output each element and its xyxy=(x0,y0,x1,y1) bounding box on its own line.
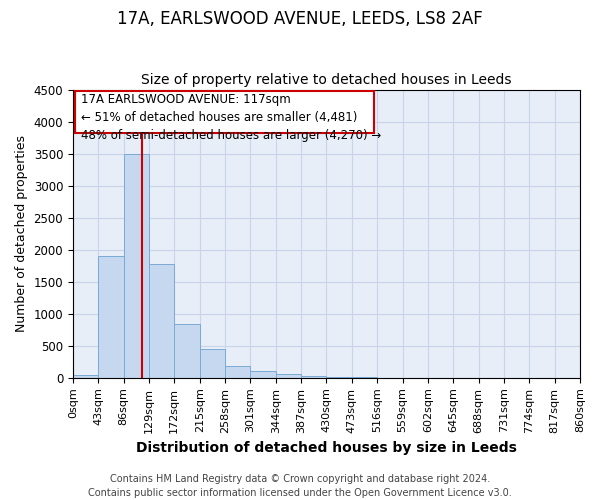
Bar xyxy=(124,154,149,378)
Text: 17A, EARLSWOOD AVENUE, LEEDS, LS8 2AF: 17A, EARLSWOOD AVENUE, LEEDS, LS8 2AF xyxy=(117,10,483,28)
Y-axis label: Number of detached properties: Number of detached properties xyxy=(15,135,28,332)
Bar xyxy=(175,324,200,378)
Bar xyxy=(200,349,225,378)
Title: Size of property relative to detached houses in Leeds: Size of property relative to detached ho… xyxy=(141,73,512,87)
Bar xyxy=(73,374,98,378)
Bar xyxy=(326,377,352,378)
Bar xyxy=(225,366,250,378)
X-axis label: Distribution of detached houses by size in Leeds: Distribution of detached houses by size … xyxy=(136,441,517,455)
Text: Contains HM Land Registry data © Crown copyright and database right 2024.
Contai: Contains HM Land Registry data © Crown c… xyxy=(88,474,512,498)
Text: 17A EARLSWOOD AVENUE: 117sqm
← 51% of detached houses are smaller (4,481)
48% of: 17A EARLSWOOD AVENUE: 117sqm ← 51% of de… xyxy=(80,93,381,142)
Bar xyxy=(149,264,175,378)
Bar xyxy=(301,376,326,378)
Bar xyxy=(98,256,124,378)
Polygon shape xyxy=(74,91,374,133)
Bar xyxy=(250,372,276,378)
Bar xyxy=(276,374,301,378)
